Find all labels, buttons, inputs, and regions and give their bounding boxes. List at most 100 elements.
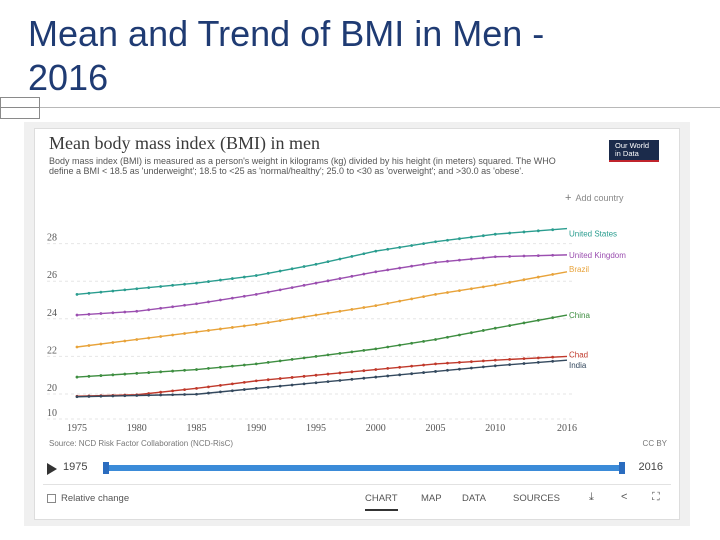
data-point — [171, 369, 175, 373]
data-point — [551, 355, 555, 359]
x-tick-label: 2005 — [426, 423, 446, 434]
add-country-button[interactable]: + Add country — [565, 192, 623, 204]
series-labels: United States United Kingdom Brazil China Ch… — [569, 230, 626, 371]
data-point — [87, 374, 91, 378]
data-point — [522, 278, 526, 282]
data-point — [446, 259, 449, 263]
data-point — [159, 335, 163, 338]
license-link[interactable]: CC BY — [642, 439, 667, 448]
footer-divider — [43, 484, 671, 485]
data-point — [422, 242, 425, 245]
data-point — [493, 326, 497, 330]
data-point — [350, 370, 354, 374]
series-label[interactable]: United Kingdom — [569, 251, 626, 260]
data-point — [135, 338, 139, 341]
tab-sources[interactable]: SOURCES — [513, 493, 560, 504]
data-point — [171, 389, 175, 393]
data-point — [111, 289, 115, 293]
data-point — [290, 317, 294, 321]
data-point — [551, 316, 555, 320]
data-point — [195, 330, 198, 334]
data-point — [314, 355, 318, 358]
data-point — [536, 318, 540, 322]
data-point — [75, 395, 79, 399]
series-label[interactable]: Chad — [569, 350, 588, 359]
data-point — [422, 262, 425, 266]
series-label[interactable]: India — [569, 361, 587, 370]
y-tick-label: 28 — [47, 233, 57, 244]
data-point — [207, 329, 210, 332]
chart-title: Mean body mass index (BMI) in men — [49, 133, 320, 153]
data-point — [446, 368, 449, 372]
data-point — [230, 296, 234, 300]
data-point — [410, 341, 414, 345]
data-point — [338, 309, 342, 313]
series-label[interactable]: United States — [569, 230, 617, 239]
data-point — [338, 379, 342, 382]
series-line-united-states[interactable] — [76, 227, 568, 296]
data-point — [434, 370, 437, 373]
data-point — [551, 228, 555, 232]
data-point — [242, 380, 246, 384]
data-point — [314, 313, 318, 317]
data-point — [326, 311, 330, 315]
data-point — [458, 367, 461, 371]
x-axis-ticks: 1975 1980 1985 1990 1995 2000 2005 2010 2016 — [67, 423, 577, 434]
data-point — [302, 265, 306, 268]
download-icon[interactable]: ⤓ — [589, 491, 594, 503]
series-line-chad[interactable] — [76, 355, 568, 397]
data-point — [219, 390, 222, 394]
data-point — [147, 393, 151, 397]
data-point — [87, 344, 91, 347]
series-line-india[interactable] — [76, 359, 568, 398]
data-point — [207, 385, 210, 389]
data-point — [266, 290, 270, 294]
data-point — [266, 271, 270, 275]
tab-map[interactable]: MAP — [421, 493, 442, 504]
relative-change-checkbox[interactable] — [47, 494, 56, 503]
data-point — [183, 282, 186, 286]
data-point — [183, 332, 186, 335]
data-point — [75, 345, 79, 349]
plus-icon: + — [565, 192, 572, 204]
timeline-start-handle[interactable] — [103, 462, 109, 474]
data-point — [195, 302, 198, 306]
tab-chart[interactable]: CHART — [365, 493, 398, 511]
x-tick-label: 1990 — [246, 423, 266, 434]
owid-logo[interactable]: Our World in Data — [609, 140, 659, 162]
data-point — [350, 377, 354, 381]
data-point — [290, 376, 294, 379]
y-tick-label: 22 — [47, 345, 57, 356]
data-point — [147, 336, 151, 340]
share-icon[interactable]: < — [621, 491, 628, 503]
data-point — [536, 361, 540, 364]
data-point — [350, 254, 354, 258]
data-point — [508, 254, 512, 258]
data-point — [386, 374, 390, 378]
series-label[interactable]: China — [569, 311, 590, 320]
data-point — [434, 338, 437, 341]
data-point — [374, 375, 378, 379]
data-point — [123, 339, 127, 343]
series-label[interactable]: Brazil — [569, 265, 589, 274]
data-point — [207, 391, 210, 395]
data-point — [410, 244, 414, 247]
data-point — [135, 371, 139, 375]
series-line-china[interactable] — [76, 314, 568, 378]
data-point — [290, 286, 294, 289]
data-point — [326, 260, 330, 264]
timeline-end-handle[interactable] — [619, 462, 625, 474]
data-point — [99, 312, 103, 315]
fullscreen-icon[interactable]: ⛶ — [652, 491, 660, 503]
data-point — [135, 309, 139, 313]
tab-data[interactable]: DATA — [462, 493, 486, 504]
data-point — [398, 245, 402, 249]
play-icon[interactable] — [47, 463, 57, 475]
add-country-label: Add country — [575, 193, 624, 203]
data-point — [362, 376, 366, 380]
data-point — [278, 269, 282, 273]
data-point — [219, 365, 222, 369]
data-point — [446, 291, 449, 294]
timeline-track[interactable] — [105, 465, 623, 471]
data-point — [481, 234, 485, 238]
